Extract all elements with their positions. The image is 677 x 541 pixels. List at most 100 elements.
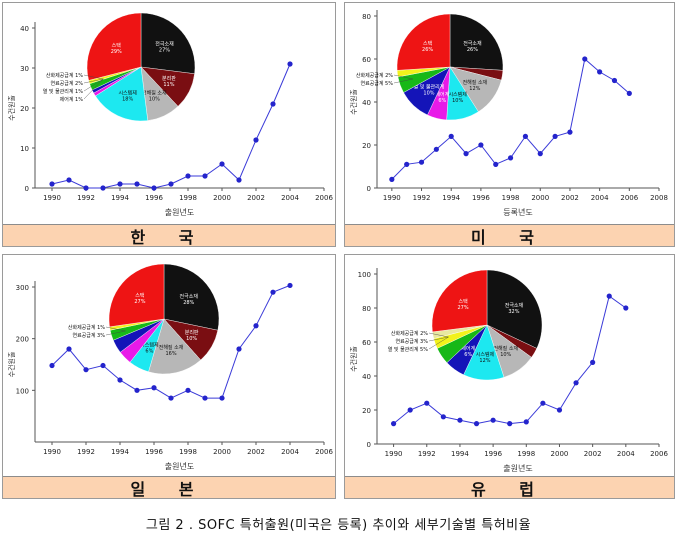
y-tick-label: 20 bbox=[362, 142, 371, 150]
x-tick-label: 2002 bbox=[584, 450, 602, 458]
pie-slice-label: 열 및 물관리계 bbox=[414, 83, 445, 90]
pie-callout-leader bbox=[428, 332, 449, 338]
pie-slice-label: 전극소재 bbox=[180, 293, 199, 300]
data-point bbox=[83, 185, 89, 191]
x-tick-label: 1998 bbox=[517, 450, 535, 458]
x-tick-label: 2000 bbox=[213, 194, 231, 202]
data-point bbox=[567, 129, 573, 135]
pie-slice bbox=[95, 66, 148, 122]
y-axis-title: 수건원출 bbox=[349, 346, 358, 372]
data-point bbox=[185, 173, 191, 179]
panel-usa: 0 20 40 60 80 1990 1992 1994 1996 1998 2000 2002 200… bbox=[344, 2, 675, 247]
pie-slice-label: 시스템제 bbox=[476, 351, 495, 358]
x-tick-label: 2002 bbox=[247, 194, 265, 202]
data-point bbox=[597, 69, 603, 75]
data-point bbox=[463, 151, 469, 157]
data-point bbox=[100, 185, 106, 191]
x-tick-label: 2006 bbox=[620, 194, 638, 202]
x-tick-label: 1998 bbox=[179, 194, 197, 202]
x-tick-label: 1990 bbox=[385, 450, 403, 458]
pie-callout-leader bbox=[393, 78, 413, 84]
x-tick-label: 2008 bbox=[650, 194, 668, 202]
chart-svg: 0 20 40 60 80 1990 1992 1994 1996 1998 2000 2002 200… bbox=[349, 10, 668, 217]
x-tick-label: 2002 bbox=[247, 448, 265, 456]
pie-slice-label: 스택 bbox=[112, 42, 122, 49]
data-point bbox=[49, 362, 55, 369]
x-tick-label: 2004 bbox=[591, 194, 609, 202]
pie-slice-label: 시스템제 bbox=[118, 89, 137, 96]
panel-japan: 100 200 300 1990 1992 1994 1996 1998 2000 2002 200… bbox=[2, 254, 336, 499]
pie-slice bbox=[86, 12, 142, 81]
x-tick-label: 1992 bbox=[77, 448, 95, 456]
x-tick-label: 2000 bbox=[213, 448, 231, 456]
pie-slice-label: 전극소재 bbox=[463, 40, 482, 47]
data-point bbox=[390, 421, 397, 427]
pie-slice-pct: 10% bbox=[149, 96, 160, 102]
data-point bbox=[134, 181, 140, 187]
pie-slice-label: 전해질 소재 bbox=[159, 344, 184, 351]
data-point bbox=[473, 421, 480, 427]
data-point bbox=[236, 177, 242, 183]
y-axis-title: 수건원출 bbox=[7, 351, 16, 377]
y-tick-label: 200 bbox=[16, 336, 29, 344]
data-point bbox=[457, 417, 463, 423]
data-point bbox=[117, 377, 123, 383]
pie-slice bbox=[140, 12, 196, 74]
data-point bbox=[478, 142, 484, 148]
pie-slice-pct: 6% bbox=[145, 348, 153, 354]
y-tick-label: 40 bbox=[362, 99, 371, 107]
pie-slice bbox=[431, 269, 488, 333]
pie-slice-pct: 6% bbox=[464, 352, 472, 358]
pie-callout-leader bbox=[428, 336, 449, 342]
y-tick-label: 300 bbox=[16, 284, 29, 292]
data-point bbox=[490, 417, 496, 423]
data-point bbox=[287, 61, 293, 67]
data-point bbox=[168, 395, 174, 401]
panel-korea: 0 10 20 30 40 1990 1992 1994 1996 1998 2000 2002 200… bbox=[2, 2, 336, 247]
data-point bbox=[407, 407, 413, 413]
data-point bbox=[202, 395, 208, 401]
x-tick-label: 1994 bbox=[451, 450, 469, 458]
pie-slice-label: 스택 bbox=[458, 298, 468, 305]
data-point bbox=[522, 133, 529, 139]
data-point bbox=[117, 181, 123, 187]
data-point bbox=[66, 346, 72, 352]
y-axis-title: 수건원출 bbox=[349, 89, 358, 115]
pie-slice bbox=[396, 13, 451, 71]
pie-slice-label: 시스템제 bbox=[140, 341, 159, 348]
x-tick-label: 1996 bbox=[145, 194, 163, 202]
x-axis-title: 출원년도 bbox=[165, 461, 194, 471]
data-point bbox=[270, 101, 276, 107]
pie-slice-label: 전해질 소재 bbox=[463, 79, 488, 86]
data-point bbox=[448, 133, 454, 139]
x-tick-label: 2006 bbox=[315, 448, 333, 456]
pie-callout-leader bbox=[83, 78, 104, 84]
pie-slice-pct: 12% bbox=[479, 358, 490, 364]
y-tick-label: 20 bbox=[362, 407, 371, 415]
panel-title: 유 럽 bbox=[344, 476, 675, 499]
data-point bbox=[202, 173, 208, 179]
figure-caption: 그림 2 . SOFC 특허출원(미국은 등록) 추이와 세부기술별 특허비율 bbox=[145, 518, 532, 533]
x-tick-label: 1990 bbox=[43, 448, 61, 456]
x-tick-label: 1992 bbox=[413, 194, 431, 202]
pie-slice bbox=[148, 318, 201, 375]
pie-callout: 제어계 1% bbox=[60, 96, 84, 103]
x-tick-label: 2002 bbox=[561, 194, 579, 202]
pie-slice-label: 제어계 bbox=[435, 91, 449, 98]
y-tick-label: 0 bbox=[25, 185, 29, 193]
x-tick-label: 2000 bbox=[551, 450, 569, 458]
pie-slice-pct: 32% bbox=[508, 309, 519, 315]
pie-slice-label: 스택 bbox=[423, 40, 433, 47]
pie-callout: 산화제공급계 2% bbox=[391, 330, 428, 337]
data-point bbox=[287, 282, 293, 289]
y-tick-label: 30 bbox=[20, 65, 29, 73]
pie-slice-pct: 10% bbox=[186, 336, 197, 342]
data-point bbox=[493, 161, 499, 167]
pie-callout: 열 및 물관리계 1% bbox=[43, 88, 84, 95]
data-point bbox=[537, 151, 543, 157]
pie-callout-leader bbox=[83, 78, 104, 92]
panel-title: 일 본 bbox=[2, 476, 336, 499]
y-tick-label: 10 bbox=[20, 145, 29, 153]
pie-callout-leader bbox=[105, 326, 126, 332]
x-tick-label: 1992 bbox=[418, 450, 436, 458]
